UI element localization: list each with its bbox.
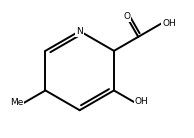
Text: OH: OH bbox=[162, 19, 176, 28]
Text: Me: Me bbox=[10, 98, 23, 107]
Text: N: N bbox=[76, 27, 83, 36]
Text: OH: OH bbox=[135, 97, 149, 107]
Text: O: O bbox=[123, 12, 130, 21]
